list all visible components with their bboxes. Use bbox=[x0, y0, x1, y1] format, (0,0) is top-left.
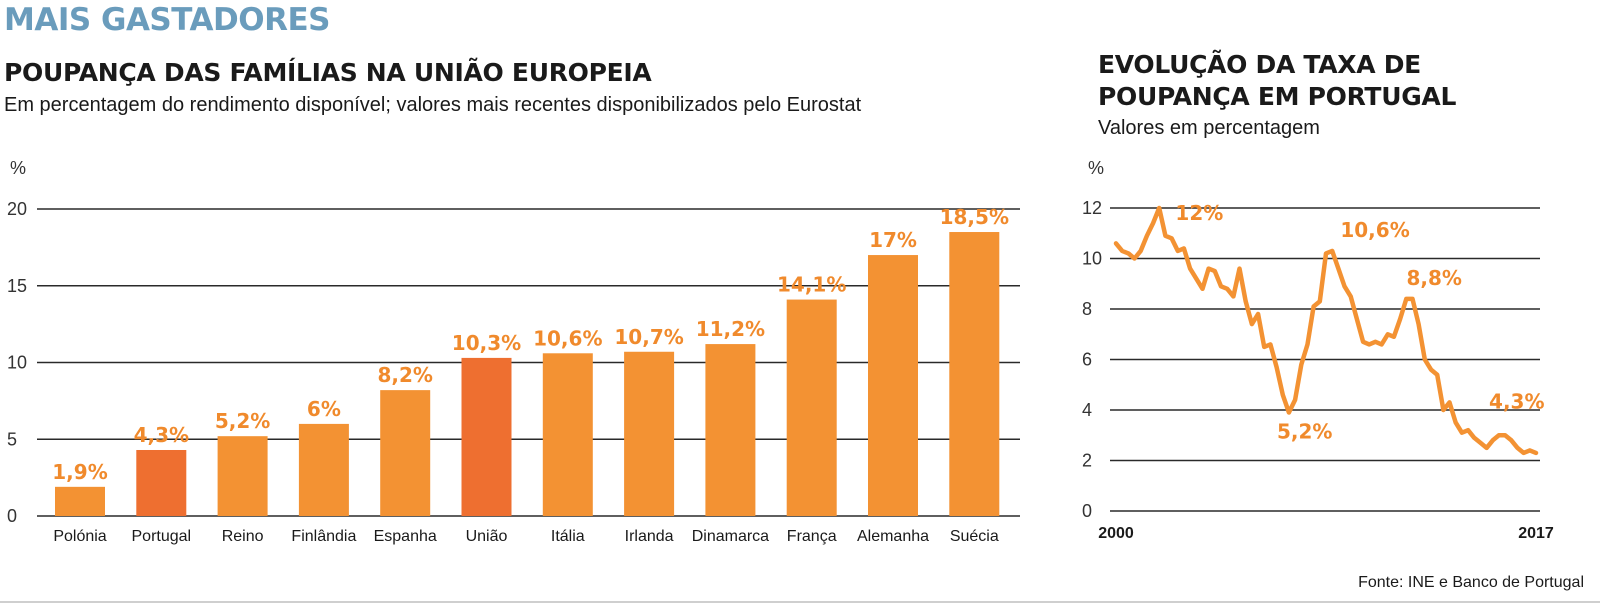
data-label: 10,6% bbox=[533, 326, 602, 350]
category-label: Polónia bbox=[53, 528, 106, 545]
y-tick-label: 20 bbox=[7, 199, 27, 219]
category-label: Alemanha bbox=[857, 528, 929, 545]
left-y-unit: % bbox=[10, 158, 26, 178]
data-label: 8,2% bbox=[377, 363, 432, 387]
bar bbox=[705, 344, 756, 516]
bar bbox=[868, 255, 918, 517]
right-chart-title: EVOLUÇÃO DA TAXA DE POUPANÇA EM PORTUGAL bbox=[1098, 50, 1457, 111]
bottom-divider bbox=[0, 601, 1600, 603]
y-tick-label: 12 bbox=[1082, 198, 1102, 218]
bar bbox=[217, 436, 268, 516]
data-label: 18,5% bbox=[940, 205, 1009, 229]
category-label: Espanha bbox=[374, 528, 437, 545]
category-label: Suécia bbox=[950, 528, 999, 545]
category-label: Portugal bbox=[132, 528, 192, 545]
data-label: 14,1% bbox=[777, 273, 846, 297]
line-chart-portugal-savings: % 0 2 4 6 8 10 12 2000 2017 12% 10,6% 5,2% 8,8% 4,3% bbox=[1082, 158, 1554, 542]
y-tick-label: 8 bbox=[1082, 299, 1092, 319]
right-chart-subtitle: Valores em percentagem bbox=[1098, 117, 1320, 139]
bar bbox=[949, 232, 1000, 516]
y-tick-label: 2 bbox=[1082, 451, 1092, 471]
category-label: União bbox=[466, 528, 508, 545]
y-tick-label: 10 bbox=[1082, 249, 1102, 269]
y-tick-label: 10 bbox=[7, 353, 27, 373]
bar bbox=[786, 299, 837, 516]
line-annotation: 5,2% bbox=[1277, 420, 1332, 444]
bar-chart-eu-savings: % 0 5 10 15 20 1,9% Polónia 4,3% Portugal 5,2% Rei… bbox=[7, 158, 1020, 545]
category-label: Itália bbox=[551, 528, 585, 545]
data-label: 5,2% bbox=[215, 409, 270, 433]
bar bbox=[461, 357, 512, 516]
data-label: 10,3% bbox=[452, 331, 521, 355]
data-label: 6% bbox=[307, 397, 341, 421]
line-annotation: 4,3% bbox=[1489, 389, 1544, 413]
left-chart-title: POUPANÇA DAS FAMÍLIAS NA UNIÃO EUROPEIA bbox=[4, 58, 652, 87]
data-label: 1,9% bbox=[52, 460, 107, 484]
savings-rate-line bbox=[1113, 205, 1539, 456]
category-label: Reino bbox=[222, 528, 264, 545]
y-tick-label: 4 bbox=[1082, 400, 1092, 420]
bar bbox=[380, 390, 431, 516]
x-tick-label: 2000 bbox=[1098, 525, 1134, 542]
left-chart-subtitle: Em percentagem do rendimento disponível;… bbox=[4, 94, 862, 116]
data-label: 10,7% bbox=[614, 325, 683, 349]
bar bbox=[136, 449, 187, 516]
line-annotation: 10,6% bbox=[1340, 218, 1409, 242]
bar bbox=[624, 351, 675, 516]
data-label: 11,2% bbox=[696, 317, 765, 341]
category-label: França bbox=[787, 528, 837, 545]
line-annotation: 12% bbox=[1175, 201, 1223, 225]
y-tick-label: 0 bbox=[1082, 501, 1092, 521]
data-label: 4,3% bbox=[134, 423, 189, 447]
bar bbox=[298, 423, 349, 516]
x-tick-label: 2017 bbox=[1518, 525, 1554, 542]
category-label: Irlanda bbox=[625, 528, 674, 545]
category-label: Dinamarca bbox=[692, 528, 769, 545]
category-label: Finlândia bbox=[291, 528, 356, 545]
kicker-title: MAIS GASTADORES bbox=[4, 2, 330, 38]
y-tick-label: 15 bbox=[7, 276, 27, 296]
right-y-unit: % bbox=[1088, 158, 1104, 178]
y-tick-label: 0 bbox=[7, 506, 17, 526]
source-note: Fonte: INE e Banco de Portugal bbox=[1358, 574, 1584, 591]
y-tick-label: 6 bbox=[1082, 350, 1092, 370]
line-annotation: 8,8% bbox=[1406, 266, 1461, 290]
y-tick-label: 5 bbox=[7, 429, 17, 449]
bar bbox=[55, 486, 105, 516]
data-label: 17% bbox=[869, 228, 917, 252]
bar bbox=[542, 353, 593, 516]
